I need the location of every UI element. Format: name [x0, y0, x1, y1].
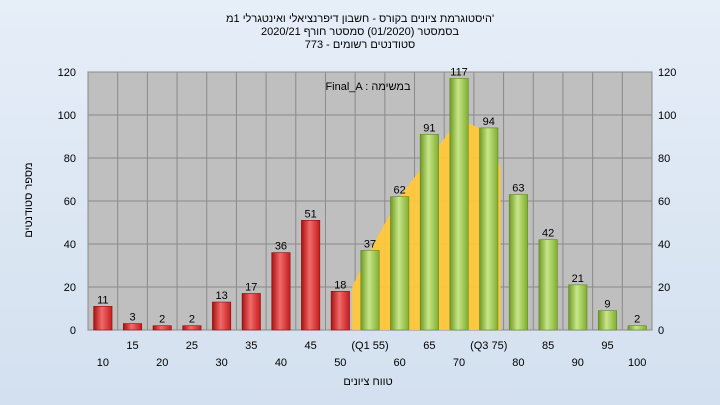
- chart-annotation: Final_A : במשימה: [325, 81, 411, 93]
- bar: [212, 301, 232, 331]
- x-axis: 10 15 20 25 30 35 40 45 50 (Q1 55) 60 65 70 (Q3 75) 80…: [97, 340, 647, 369]
- x-axis-title: טווח ציונים: [343, 376, 392, 388]
- data-label: 63: [512, 183, 524, 195]
- data-label: 36: [275, 241, 287, 253]
- y-tick-label-right: 0: [658, 325, 664, 337]
- bar: [419, 134, 439, 331]
- bar: [271, 252, 291, 331]
- data-label: 21: [572, 273, 584, 285]
- bar: [301, 220, 321, 331]
- data-label: 2: [634, 314, 640, 326]
- y-tick-label-left: 100: [58, 110, 76, 122]
- data-label: 94: [483, 116, 495, 128]
- x-tick-label: 40: [275, 357, 287, 369]
- x-tick-label: (Q1 55): [351, 340, 388, 352]
- x-tick-label: 95: [601, 340, 613, 352]
- chart-title-line-2: בסמסטר (01/2020) סמסטר חורף 2020/21: [261, 26, 459, 38]
- y-tick-label-left: 0: [70, 325, 76, 337]
- data-label: 2: [189, 314, 195, 326]
- bar: [568, 284, 588, 331]
- x-tick-label: 30: [215, 357, 227, 369]
- data-labels: 11 3 2 2 13 17 36 51 18 37 62 91 117 94 63 42 21 9 2: [97, 66, 640, 325]
- data-label: 42: [542, 228, 554, 240]
- data-label: 117: [450, 66, 468, 78]
- x-tick-label: 90: [572, 357, 584, 369]
- data-label: 51: [305, 208, 317, 220]
- data-label: 2: [159, 314, 165, 326]
- bar: [241, 293, 261, 331]
- bar: [93, 306, 113, 331]
- bar: [182, 325, 202, 331]
- bar: [330, 290, 350, 331]
- chart-title-group: היסטוגרמת ציונים בקורס - חשבון דיפרנציאל…: [226, 12, 494, 51]
- chart-title-line-1: היסטוגרמת ציונים בקורס - חשבון דיפרנציאל…: [226, 12, 494, 25]
- x-tick-label: 65: [423, 340, 435, 352]
- x-tick-label: 25: [186, 340, 198, 352]
- bars-group: [93, 78, 647, 331]
- bar: [449, 78, 469, 331]
- y-axis-right: 0 20 40 60 80 100 120: [658, 67, 676, 337]
- y-tick-label-right: 20: [658, 282, 670, 294]
- data-label: 62: [394, 185, 406, 197]
- x-tick-label: 60: [394, 357, 406, 369]
- x-tick-label: (Q3 75): [470, 340, 507, 352]
- bar: [123, 323, 143, 331]
- y-tick-label-left: 40: [64, 239, 76, 251]
- data-label: 13: [215, 290, 227, 302]
- y-tick-label-right: 100: [658, 110, 676, 122]
- data-label: 3: [129, 312, 135, 324]
- y-tick-label-left: 60: [64, 196, 76, 208]
- bar: [152, 325, 172, 331]
- y-axis-title: מספר סטודנטים: [23, 162, 35, 237]
- x-tick-label: 20: [156, 357, 168, 369]
- y-axis-left: 0 20 40 60 80 100 120: [58, 67, 76, 337]
- x-tick-label: 15: [126, 340, 138, 352]
- x-tick-label: 100: [628, 357, 646, 369]
- data-label: 11: [97, 294, 108, 306]
- bar: [508, 194, 528, 331]
- x-tick-label: 50: [334, 357, 346, 369]
- x-tick-label: 85: [542, 340, 554, 352]
- y-tick-label-right: 120: [658, 67, 676, 79]
- y-tick-label-right: 60: [658, 196, 670, 208]
- x-tick-label: 10: [97, 357, 109, 369]
- bar: [479, 127, 499, 331]
- x-tick-label: 80: [512, 357, 524, 369]
- y-tick-label-left: 120: [58, 67, 76, 79]
- data-label: 17: [245, 281, 257, 293]
- bar: [597, 310, 617, 331]
- bar: [627, 325, 647, 331]
- data-label: 37: [364, 238, 376, 250]
- y-tick-label-right: 80: [658, 153, 670, 165]
- bar: [360, 250, 380, 331]
- x-tick-label: 45: [305, 340, 317, 352]
- data-label: 18: [334, 279, 346, 291]
- bar: [538, 239, 558, 331]
- y-tick-label-left: 20: [64, 282, 76, 294]
- bar: [390, 196, 410, 331]
- chart-title-line-3: סטודנטים רשומים - 773: [305, 39, 416, 51]
- y-tick-label-left: 80: [64, 153, 76, 165]
- data-label: 91: [423, 122, 435, 134]
- y-tick-label-right: 40: [658, 239, 670, 251]
- data-label: 9: [604, 299, 610, 311]
- x-tick-label: 35: [245, 340, 257, 352]
- x-tick-label: 70: [453, 357, 465, 369]
